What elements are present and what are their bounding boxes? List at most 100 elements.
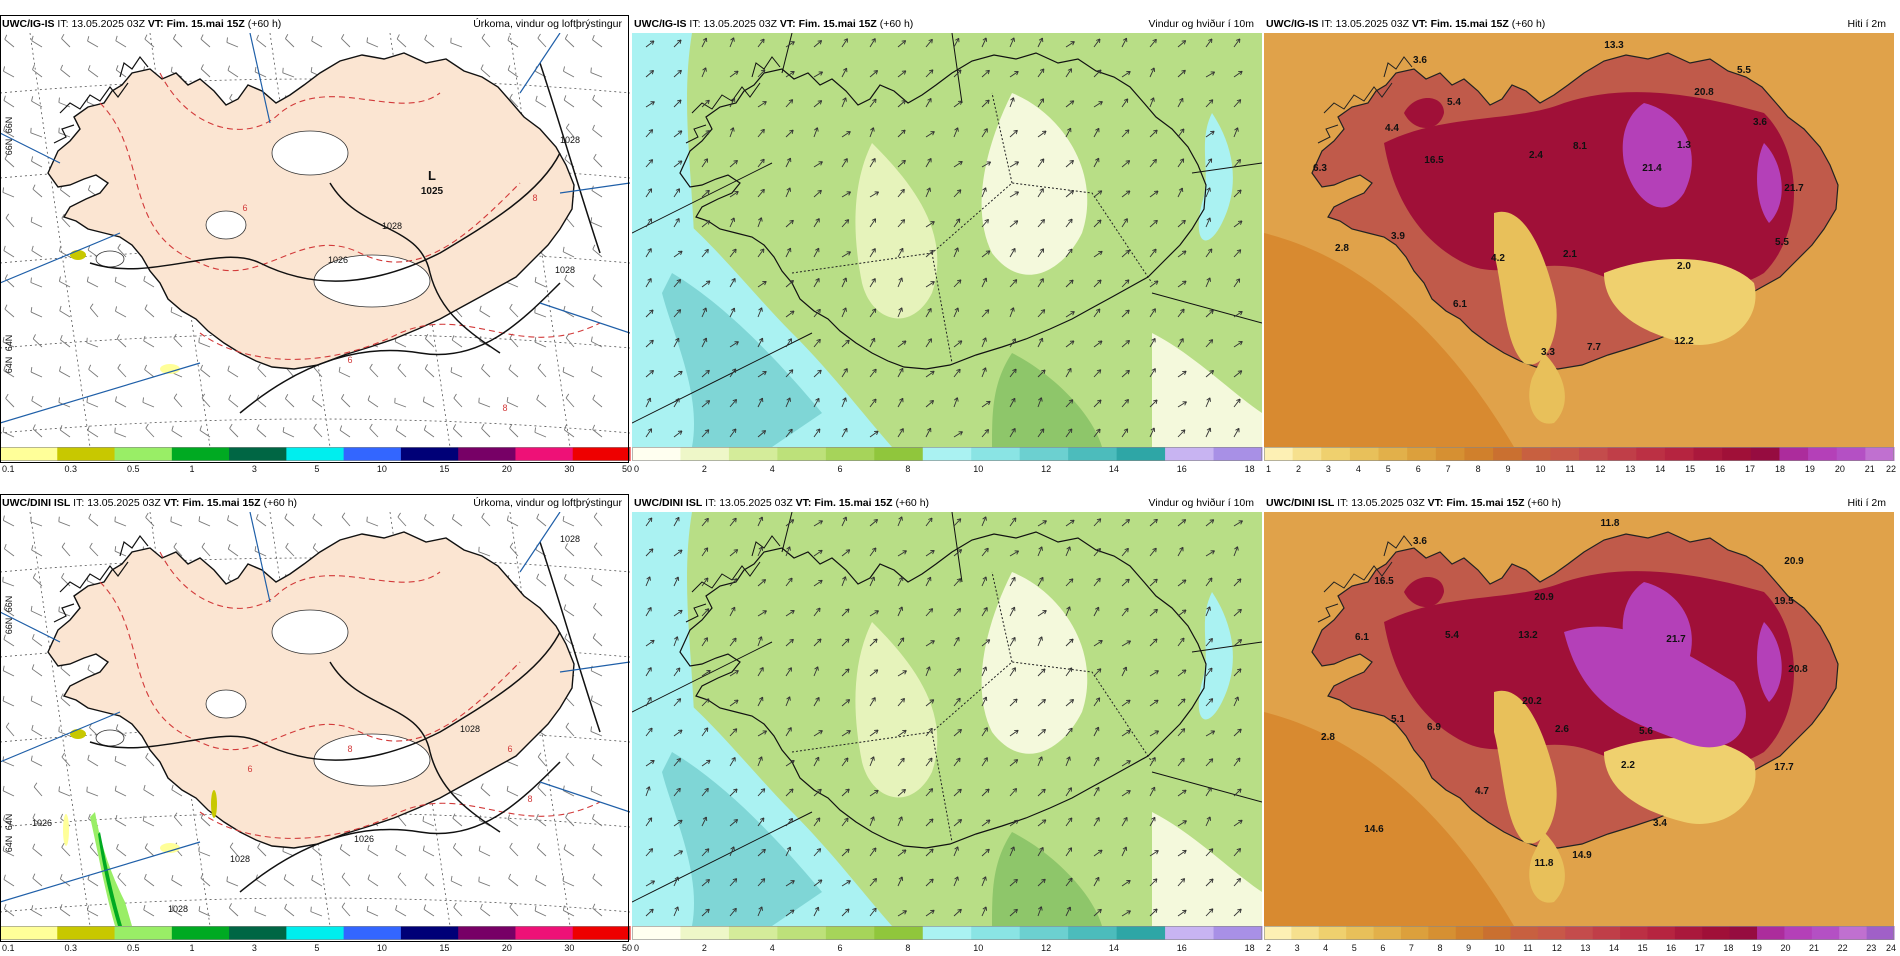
colorbar-swatch (1550, 447, 1579, 461)
colorbar-swatch (1436, 447, 1465, 461)
colorbar-tick-label: 3 (252, 943, 257, 953)
colorbar-tick-label: 10 (1495, 943, 1505, 953)
colorbar-tick-label: 18 (1723, 943, 1733, 953)
colorbar-swatch (1493, 447, 1522, 461)
colorbar-swatch (1291, 926, 1319, 940)
colorbar-tick-label: 10 (973, 464, 983, 474)
temperature-value-label: 21.4 (1642, 163, 1662, 174)
temperature-value-label: 5.5 (1775, 237, 1789, 248)
temperature-value-label: 11.8 (1601, 518, 1620, 529)
lead-time: (+60 h) (895, 497, 929, 509)
colorbar-swatch (229, 447, 287, 461)
colorbar-tick-label: 22 (1886, 464, 1896, 474)
colorbar-tick-label: 16 (1666, 943, 1676, 953)
temp-contour-label: 8 (347, 744, 352, 754)
colorbar-swatch (971, 926, 1020, 940)
colorbar-swatch (1694, 447, 1723, 461)
colorbar-swatch (401, 926, 459, 940)
colorbar-tick-label: 30 (564, 464, 574, 474)
temperature-value-label: 2.6 (1555, 724, 1569, 735)
panel-dini-temp: UWC/DINI ISL IT: 13.05.2025 03Z VT: Fim.… (1264, 494, 1894, 956)
model-name: UWC/IG-IS (2, 18, 55, 30)
glacier (96, 251, 124, 267)
temperature-value-label: 2.8 (1321, 732, 1335, 743)
lead-time: (+60 h) (263, 497, 297, 509)
colorbar-tick-label: 2 (1296, 464, 1301, 474)
colorbar-tick-label: 0 (634, 943, 639, 953)
colorbar-tick-label: 23 (1866, 943, 1876, 953)
panel-title: Vindur og hviður í 10m (1149, 494, 1254, 512)
colorbar-swatch (1751, 447, 1780, 461)
colorbar-swatch (874, 926, 923, 940)
latitude-label: 64N (4, 335, 14, 352)
temperature-value-label: 14.6 (1364, 824, 1384, 835)
temperature-value-label: 4.7 (1475, 786, 1489, 797)
colorbar-swatch (1511, 926, 1539, 940)
colorbar-swatch (57, 447, 115, 461)
colorbar-swatch (1264, 447, 1293, 461)
isobar-label: 1028 (460, 724, 480, 734)
temperature-value-label: 3.9 (1391, 231, 1405, 242)
colorbar-swatch (1722, 447, 1751, 461)
panel-header: UWC/IG-IS IT: 13.05.2025 03Z VT: Fim. 15… (0, 15, 630, 33)
colorbar-swatch (1165, 926, 1214, 940)
colorbar-tick-label: 4 (1356, 464, 1361, 474)
latitude-label: 66N (4, 117, 14, 134)
temperature-value-label: 21.7 (1784, 183, 1804, 194)
colorbar-swatch (515, 447, 573, 461)
colorbar-swatch (1867, 926, 1895, 940)
colorbar-tick-label: 15 (439, 943, 449, 953)
temperature-value-label: 21.7 (1666, 634, 1686, 645)
model-name: UWC/DINI ISL (2, 497, 70, 509)
colorbar-tick-label: 14 (1109, 464, 1119, 474)
vt-label: VT: (780, 18, 796, 30)
colorbar-tick-label: 11 (1565, 464, 1574, 474)
colorbar-tick-label: 22 (1838, 943, 1848, 953)
latitude-label: 64N (4, 814, 14, 831)
latitude-label: 66N (4, 596, 14, 613)
colorbar-swatch (172, 926, 230, 940)
valid-time: Fim. 15.mai 15Z (814, 497, 892, 509)
colorbar-tick-label: 13 (1625, 464, 1635, 474)
colorbar-swatch (1757, 926, 1785, 940)
colorbar-tick-label: 8 (1437, 943, 1442, 953)
colorbar-tick-label: 14 (1109, 943, 1119, 953)
panel-header: UWC/DINI ISL IT: 13.05.2025 03Z VT: Fim.… (0, 494, 630, 512)
isobar-label: 1028 (168, 904, 188, 914)
panel-title: Úrkoma, vindur og loftþrýstingur (473, 494, 622, 512)
vt-label: VT: (164, 497, 180, 509)
colorbar-tick-label: 21 (1865, 464, 1875, 474)
colorbar-tick-label: 13 (1580, 943, 1590, 953)
colorbar-tick-label: 8 (905, 464, 910, 474)
colorbar-tick-label: 10 (377, 943, 387, 953)
colorbar-tick-label: 4 (770, 464, 775, 474)
colorbar-swatch (923, 926, 972, 940)
temperature-value-label: 16.5 (1424, 155, 1444, 166)
temperature-value-label: 5.1 (1391, 714, 1405, 725)
colorbar-tick-label: 1 (1266, 464, 1271, 474)
colorbar-swatch (1675, 926, 1703, 940)
colorbar-swatch (1779, 447, 1808, 461)
isobar-label: 1026 (354, 834, 374, 844)
vt-label: VT: (796, 497, 812, 509)
colorbar-swatch (1264, 926, 1292, 940)
colorbar-swatches (632, 447, 1263, 461)
colorbar-swatch (286, 926, 344, 940)
temperature-value-label: 20.9 (1534, 592, 1554, 603)
initial-time: 13.05.2025 03Z (87, 497, 161, 509)
lead-time: (+60 h) (1512, 18, 1546, 30)
colorbar-tick-label: 7 (1409, 943, 1414, 953)
colorbar-swatch (1293, 447, 1322, 461)
temperature-value-label: 11.8 (1535, 858, 1554, 869)
panel-header: UWC/DINI ISL IT: 13.05.2025 03Z VT: Fim.… (632, 494, 1262, 512)
lead-time: (+60 h) (1527, 497, 1561, 509)
colorbar-swatch (458, 926, 516, 940)
colorbar-tick-label: 3 (1295, 943, 1300, 953)
colorbar-tick-label: 12 (1041, 464, 1051, 474)
